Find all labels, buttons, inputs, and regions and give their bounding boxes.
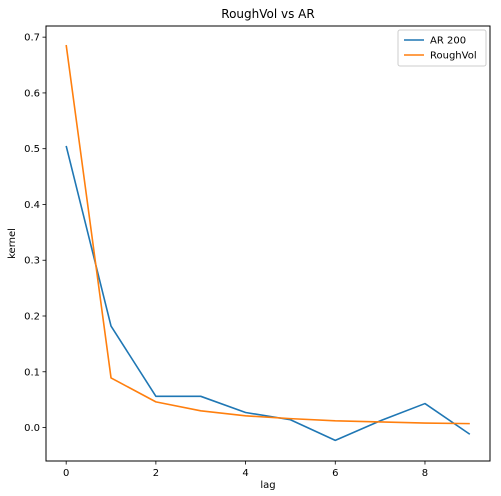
x-axis-label: lag xyxy=(260,480,275,491)
x-tick-label: 4 xyxy=(242,468,248,479)
y-axis-ticks: 0.0 0.1 0.2 0.3 0.4 0.5 0.6 0.7 xyxy=(24,33,46,434)
chart-legend: AR 200 RoughVol xyxy=(397,29,487,67)
legend-box xyxy=(397,29,487,67)
series-layer xyxy=(65,44,471,442)
chart-title: RoughVol vs AR xyxy=(221,7,314,21)
series-line-roughvol xyxy=(65,44,470,425)
legend-label-ar-200: AR 200 xyxy=(430,36,466,47)
plot-frame xyxy=(45,25,491,462)
y-tick-label: 0.5 xyxy=(24,144,40,155)
x-tick-label: 8 xyxy=(422,468,428,479)
y-tick-label: 0.4 xyxy=(24,200,40,211)
y-tick-label: 0.0 xyxy=(24,423,40,434)
y-tick-label: 0.1 xyxy=(24,367,40,378)
y-tick-label: 0.7 xyxy=(24,33,40,44)
legend-label-roughvol: RoughVol xyxy=(430,51,477,62)
y-tick-label: 0.3 xyxy=(24,256,40,267)
series-line-ar-200 xyxy=(65,145,471,442)
y-axis-label: kernel xyxy=(7,228,18,259)
x-tick-label: 6 xyxy=(332,468,338,479)
y-tick-label: 0.2 xyxy=(24,312,40,323)
x-axis-ticks: 0 2 4 6 8 xyxy=(63,461,428,479)
x-tick-label: 2 xyxy=(153,468,159,479)
x-tick-label: 0 xyxy=(63,468,69,479)
y-tick-label: 0.6 xyxy=(24,88,40,99)
